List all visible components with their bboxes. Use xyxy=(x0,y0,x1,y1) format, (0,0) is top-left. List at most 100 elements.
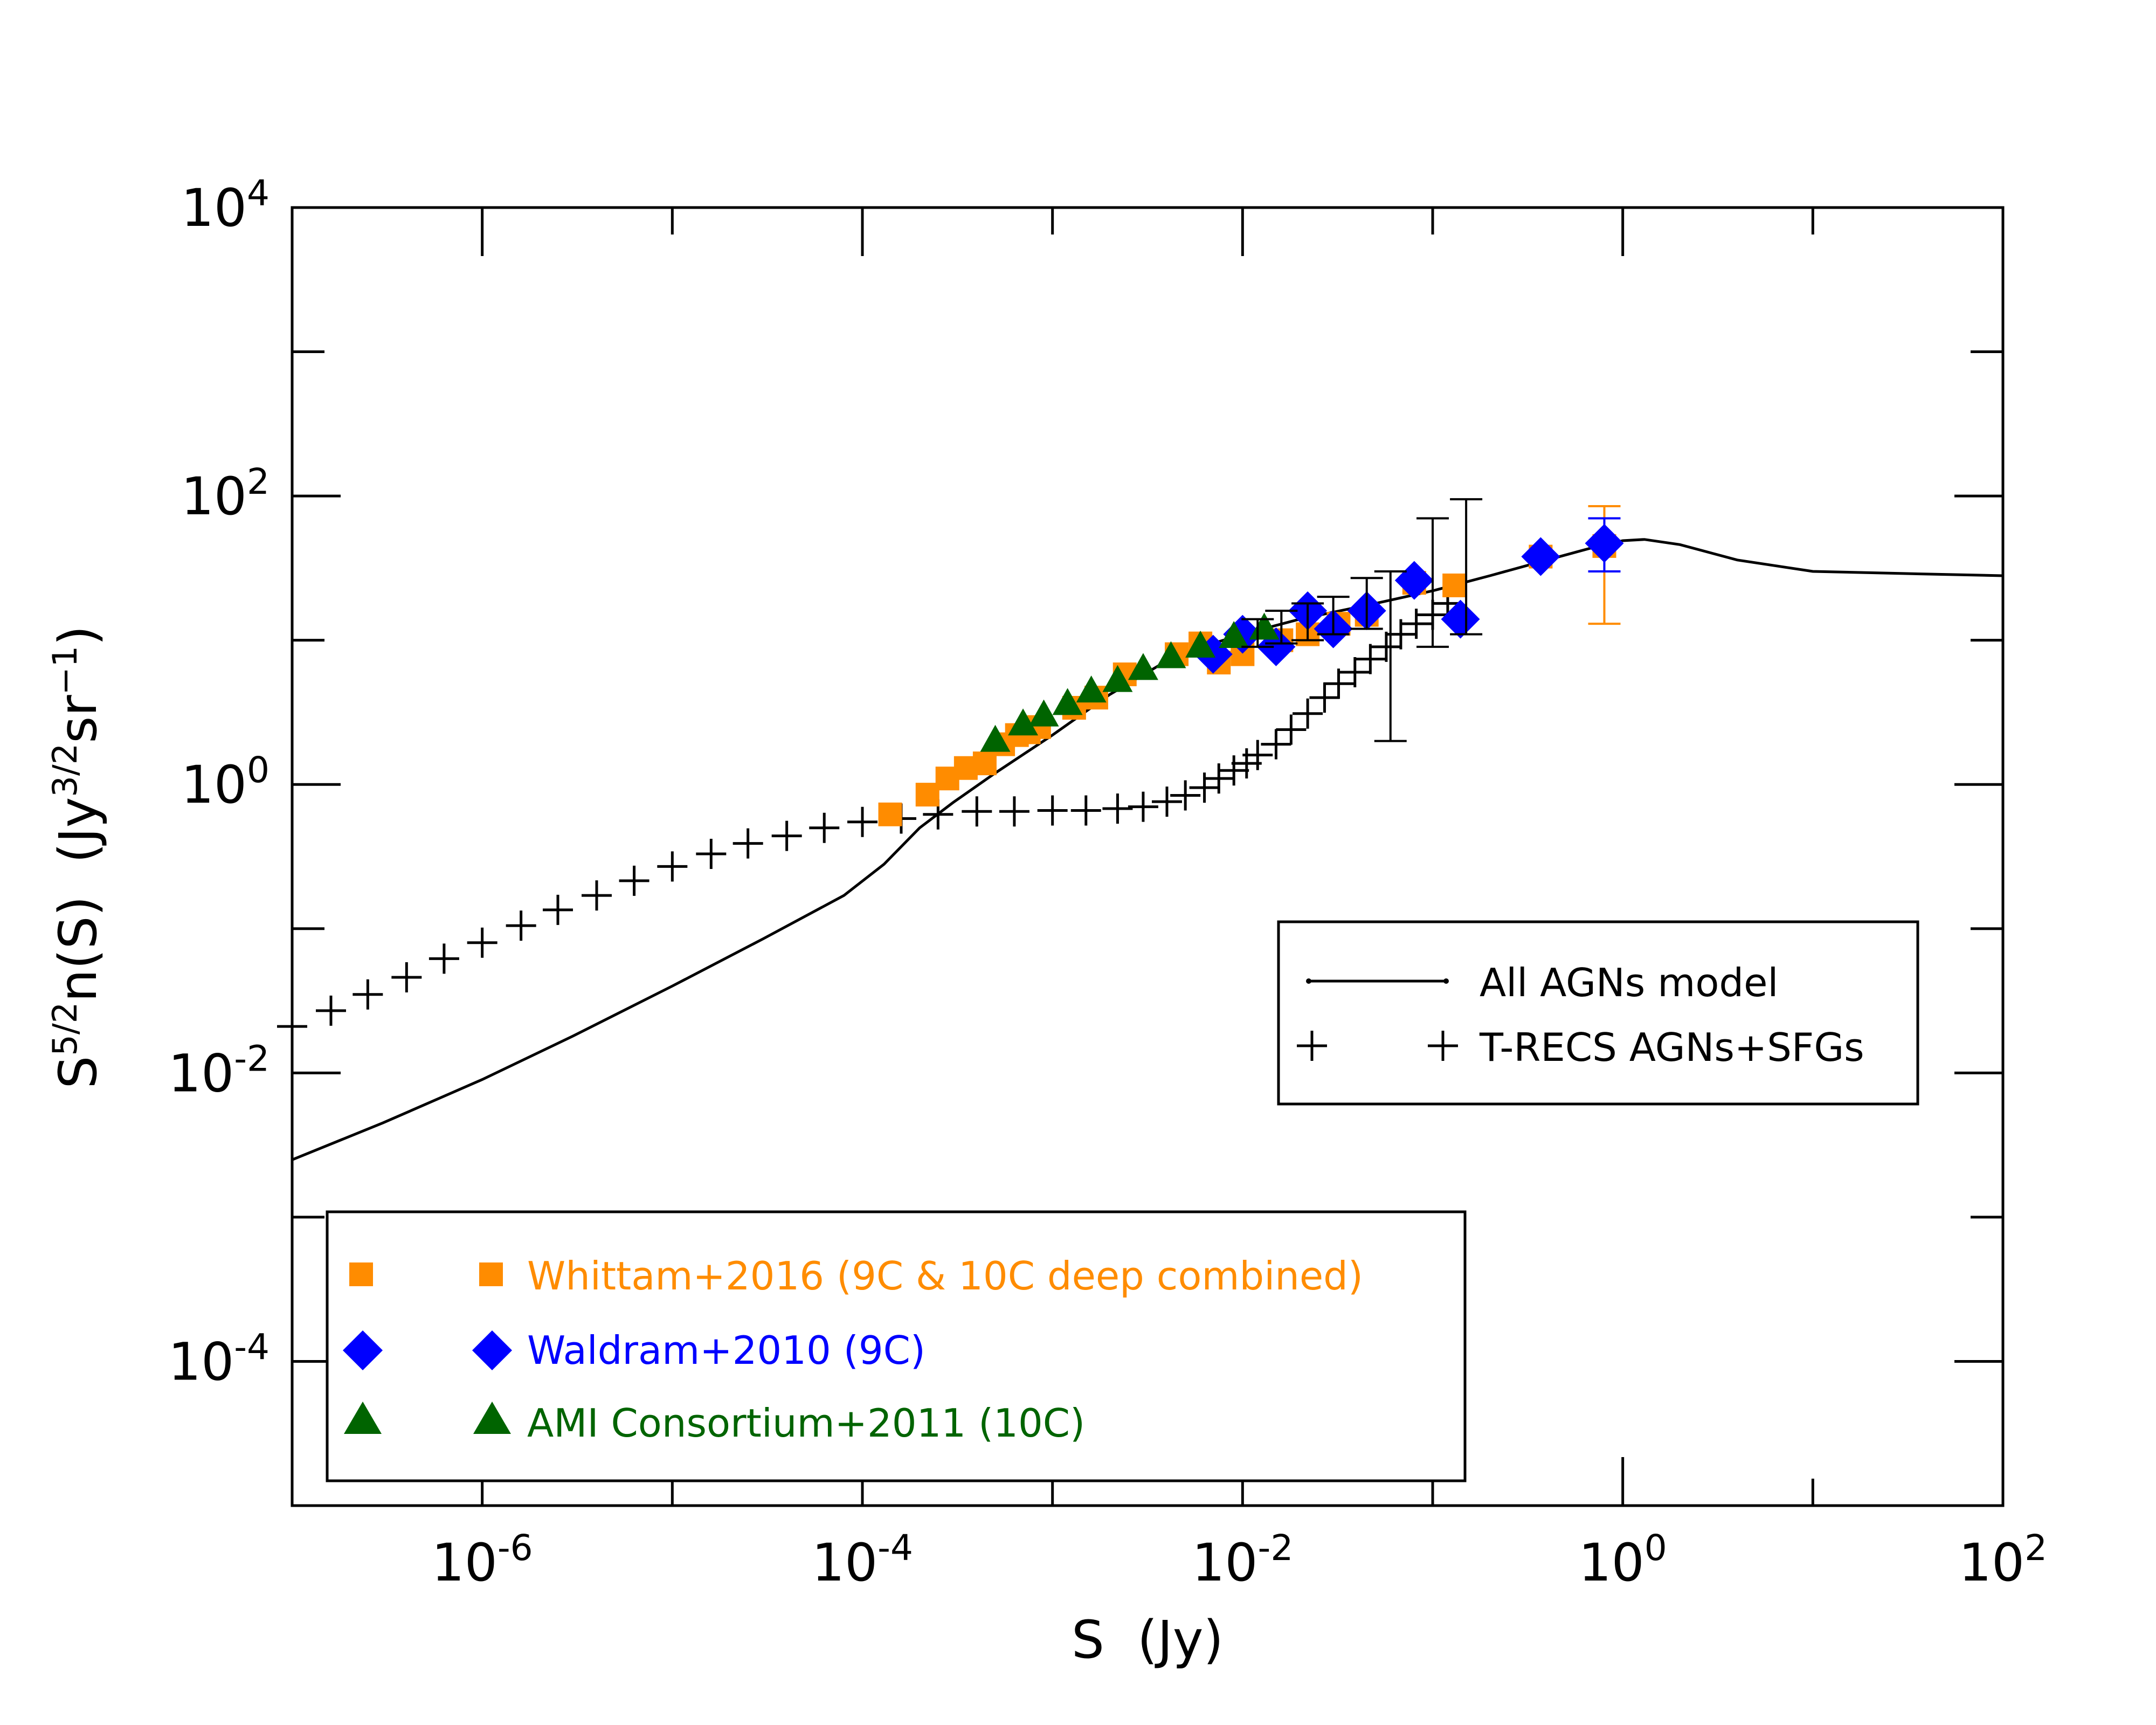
trecs-point xyxy=(962,796,992,827)
y-label-base: S xyxy=(48,1056,108,1089)
trecs-point xyxy=(353,979,383,1010)
x-tick-label: 10-2 xyxy=(1192,1527,1293,1593)
ami-point xyxy=(1156,641,1186,668)
legend-observations-box xyxy=(326,1210,1467,1482)
trecs-point xyxy=(657,851,688,882)
trecs-point xyxy=(1070,795,1101,826)
trecs-point xyxy=(1339,657,1370,688)
trecs-point xyxy=(1037,795,1068,826)
y-label-mid2: sr xyxy=(48,695,108,743)
ami-point xyxy=(1185,630,1216,658)
trecs-point xyxy=(733,828,763,859)
trecs-point xyxy=(315,995,346,1026)
waldram-point xyxy=(1585,523,1624,563)
trecs-point xyxy=(1401,609,1432,639)
x-tick-label: 102 xyxy=(1959,1527,2047,1593)
series-errorbar xyxy=(1241,498,1483,742)
x-tick-label: 10-4 xyxy=(812,1527,913,1593)
plot-frame xyxy=(291,206,2005,1507)
ami-point xyxy=(980,724,1011,752)
tick-layer xyxy=(291,206,2005,1507)
trecs-point xyxy=(581,880,612,911)
trecs-point xyxy=(1323,668,1354,699)
trecs-point xyxy=(543,894,573,925)
waldram-point xyxy=(1441,599,1480,639)
y-tick-label: 10-4 xyxy=(168,1326,270,1392)
trecs-point xyxy=(847,806,877,837)
y-tick-label: 100 xyxy=(181,749,270,816)
error-bar xyxy=(1350,577,1383,630)
trecs-point xyxy=(809,812,840,843)
legend-entry-all-agns-model: All AGNs model xyxy=(1480,960,1778,1005)
trecs-point xyxy=(1242,740,1273,770)
legend-model: All AGNs model T-RECS AGNs+SFGs xyxy=(1277,920,1919,1106)
trecs-point xyxy=(1261,729,1291,760)
legend-waldram-diamond-2 xyxy=(472,1330,512,1370)
legend-trecs-plus-swatch xyxy=(1297,1031,1458,1061)
ami-point xyxy=(1028,699,1059,727)
error-bar xyxy=(1374,570,1407,742)
trecs-point xyxy=(1355,644,1386,674)
error-bar xyxy=(1416,517,1449,648)
legend-waldram-diamond-1 xyxy=(343,1330,383,1370)
trecs-point xyxy=(506,910,536,941)
ami-point xyxy=(1219,620,1249,648)
y-label-sup1: 5/2 xyxy=(45,1002,85,1056)
trecs-point xyxy=(1170,780,1201,811)
y-tick-label: 102 xyxy=(181,461,270,527)
x-axis-label: S (Jy) xyxy=(1072,1610,1224,1670)
trecs-point xyxy=(696,839,727,870)
legend-whittam-square-2 xyxy=(479,1262,503,1286)
trecs-point xyxy=(1128,791,1158,822)
error-bar xyxy=(1317,596,1350,636)
legend-model-box xyxy=(1277,920,1919,1106)
y-label-sup2: 3/2 xyxy=(45,743,85,797)
whittam-point xyxy=(1442,573,1467,597)
legend-ami-triangle-1 xyxy=(344,1402,382,1434)
trecs-point xyxy=(1276,714,1307,745)
legend-entry-trecs: T-RECS AGNs+SFGs xyxy=(1479,1025,1864,1070)
trecs-point xyxy=(1219,755,1249,786)
x-tick-label: 100 xyxy=(1579,1527,1667,1593)
trecs-point xyxy=(1102,794,1133,824)
trecs-point xyxy=(1293,698,1323,729)
ami-point xyxy=(1102,665,1133,692)
trecs-point xyxy=(1204,763,1234,794)
ami-point xyxy=(1076,675,1107,703)
waldram-point xyxy=(1521,537,1560,576)
y-label-sup3: −1 xyxy=(45,646,85,695)
trecs-point xyxy=(619,865,649,896)
trecs-point xyxy=(429,943,459,974)
legend-ami-triangle-2 xyxy=(473,1402,511,1434)
trecs-point xyxy=(391,962,422,993)
error-bar xyxy=(1265,610,1298,645)
trecs-point xyxy=(999,796,1029,827)
x-tick-label: 10-6 xyxy=(432,1527,533,1593)
y-label-mid: n(S) (Jy xyxy=(48,797,108,1002)
legend-entry-ami: AMI Consortium+2011 (10C) xyxy=(527,1400,1085,1446)
label-layer: 10-6 10-4 10-2 100 102 10-4 10-2 100 102 104 xyxy=(168,172,2047,1593)
trecs-point xyxy=(467,927,497,958)
y-axis-label: S5/2n(S) (Jy3/2sr−1) xyxy=(45,625,109,1088)
whittam-point xyxy=(878,802,902,826)
ami-point xyxy=(1008,708,1039,736)
trecs-point xyxy=(1151,786,1182,817)
ami-point xyxy=(1052,688,1083,715)
legend-whittam-square-1 xyxy=(349,1262,373,1286)
ami-point xyxy=(1128,653,1158,680)
legend-model-line-swatch xyxy=(1306,978,1449,984)
y-tick-label: 104 xyxy=(181,172,270,239)
error-bar xyxy=(1241,618,1274,648)
error-bar xyxy=(1291,602,1324,641)
y-tick-label: 10-2 xyxy=(168,1038,270,1104)
y-label-end: ) xyxy=(48,625,108,645)
trecs-point xyxy=(771,820,802,851)
data-layer xyxy=(277,498,2003,1161)
legend-entry-whittam: Whittam+2016 (9C & 10C deep combined) xyxy=(527,1253,1363,1299)
trecs-point xyxy=(1371,631,1401,662)
trecs-point xyxy=(1309,682,1340,713)
whittam-point xyxy=(915,783,939,807)
legend-observations: Whittam+2016 (9C & 10C deep combined) Wa… xyxy=(326,1210,1467,1482)
error-bar xyxy=(1450,498,1483,636)
